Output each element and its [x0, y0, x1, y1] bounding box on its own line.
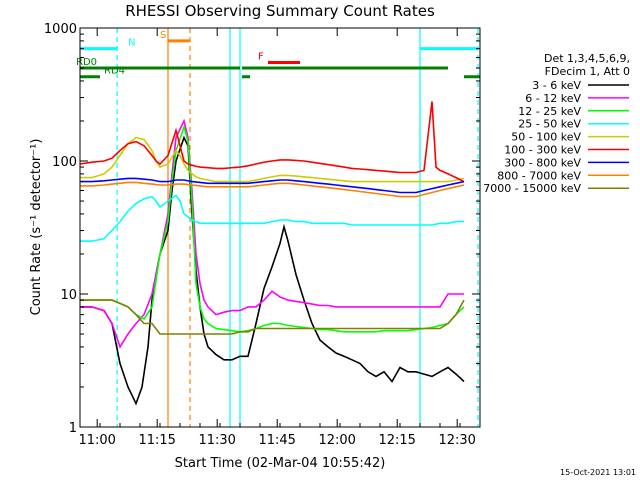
- x-axis-label: Start Time (02-Mar-04 10:55:42): [175, 456, 386, 471]
- axes: 11:00 11:15 11:30 11:45 12:00 12:15 12:30 1 10 10…: [44, 22, 480, 448]
- x-tick-label-2: 11:30: [198, 433, 235, 448]
- x-tick-label-3: 11:45: [258, 433, 295, 448]
- x-tick-label-5: 12:15: [378, 433, 415, 448]
- x-tick-label-4: 12:00: [318, 433, 355, 448]
- legend-label-1: 6 - 12 keV: [525, 92, 581, 105]
- legend-header-0: Det 1,3,4,5,6,9,: [544, 52, 630, 65]
- y-tick-label-2: 100: [52, 155, 77, 170]
- vertical-markers: [116, 28, 479, 427]
- legend-header-1: FDecim 1, Att 0: [545, 65, 630, 78]
- y-tick-label-3: 1000: [44, 22, 77, 37]
- x-tick-label-0: 11:00: [78, 433, 115, 448]
- legend-label-6: 300 - 800 keV: [504, 156, 581, 169]
- legend-label-3: 25 - 50 keV: [518, 118, 581, 131]
- series-line-6: [80, 177, 465, 194]
- y-tick-label-0: 1: [69, 421, 77, 436]
- legend-label-0: 3 - 6 keV: [532, 79, 581, 92]
- y-axis-label: Count Rate (s⁻¹ detector⁻¹): [29, 139, 44, 316]
- series-line-2: [80, 124, 465, 333]
- legend-label-4: 50 - 100 keV: [511, 131, 581, 144]
- series-line-7: [80, 181, 465, 198]
- legend-label-2: 12 - 25 keV: [518, 105, 581, 118]
- legend-label-8: 7000 - 15000 keV: [483, 182, 581, 195]
- footer-timestamp: 15-Oct-2021 13:01: [560, 468, 636, 477]
- y-tick-label-1: 10: [60, 288, 77, 303]
- series-line-5: [79, 101, 465, 183]
- status-bar-label-4: RD4: [104, 66, 125, 77]
- chart-title: RHESSI Observing Summary Count Rates: [125, 2, 435, 20]
- series-line-0: [80, 135, 465, 406]
- status-bars: N S F RD0 RD4: [76, 30, 480, 79]
- series-lines: [79, 101, 465, 406]
- series-line-3: [80, 194, 464, 242]
- status-bar-label-3: RD0: [76, 57, 97, 68]
- series-line-8: [80, 299, 465, 335]
- legend: Det 1,3,4,5,6,9,FDecim 1, Att 03 - 6 keV…: [483, 52, 630, 195]
- status-bar-label-1: S: [160, 30, 166, 41]
- legend-label-7: 800 - 7000 keV: [497, 169, 581, 182]
- x-tick-label-1: 11:15: [138, 433, 175, 448]
- legend-label-5: 100 - 300 keV: [504, 144, 581, 157]
- status-bar-label-0: N: [128, 38, 135, 49]
- series-line-1: [80, 118, 464, 349]
- status-bar-label-2: F: [258, 52, 264, 63]
- x-tick-label-6: 12:30: [438, 433, 475, 448]
- series-line-4: [80, 136, 465, 183]
